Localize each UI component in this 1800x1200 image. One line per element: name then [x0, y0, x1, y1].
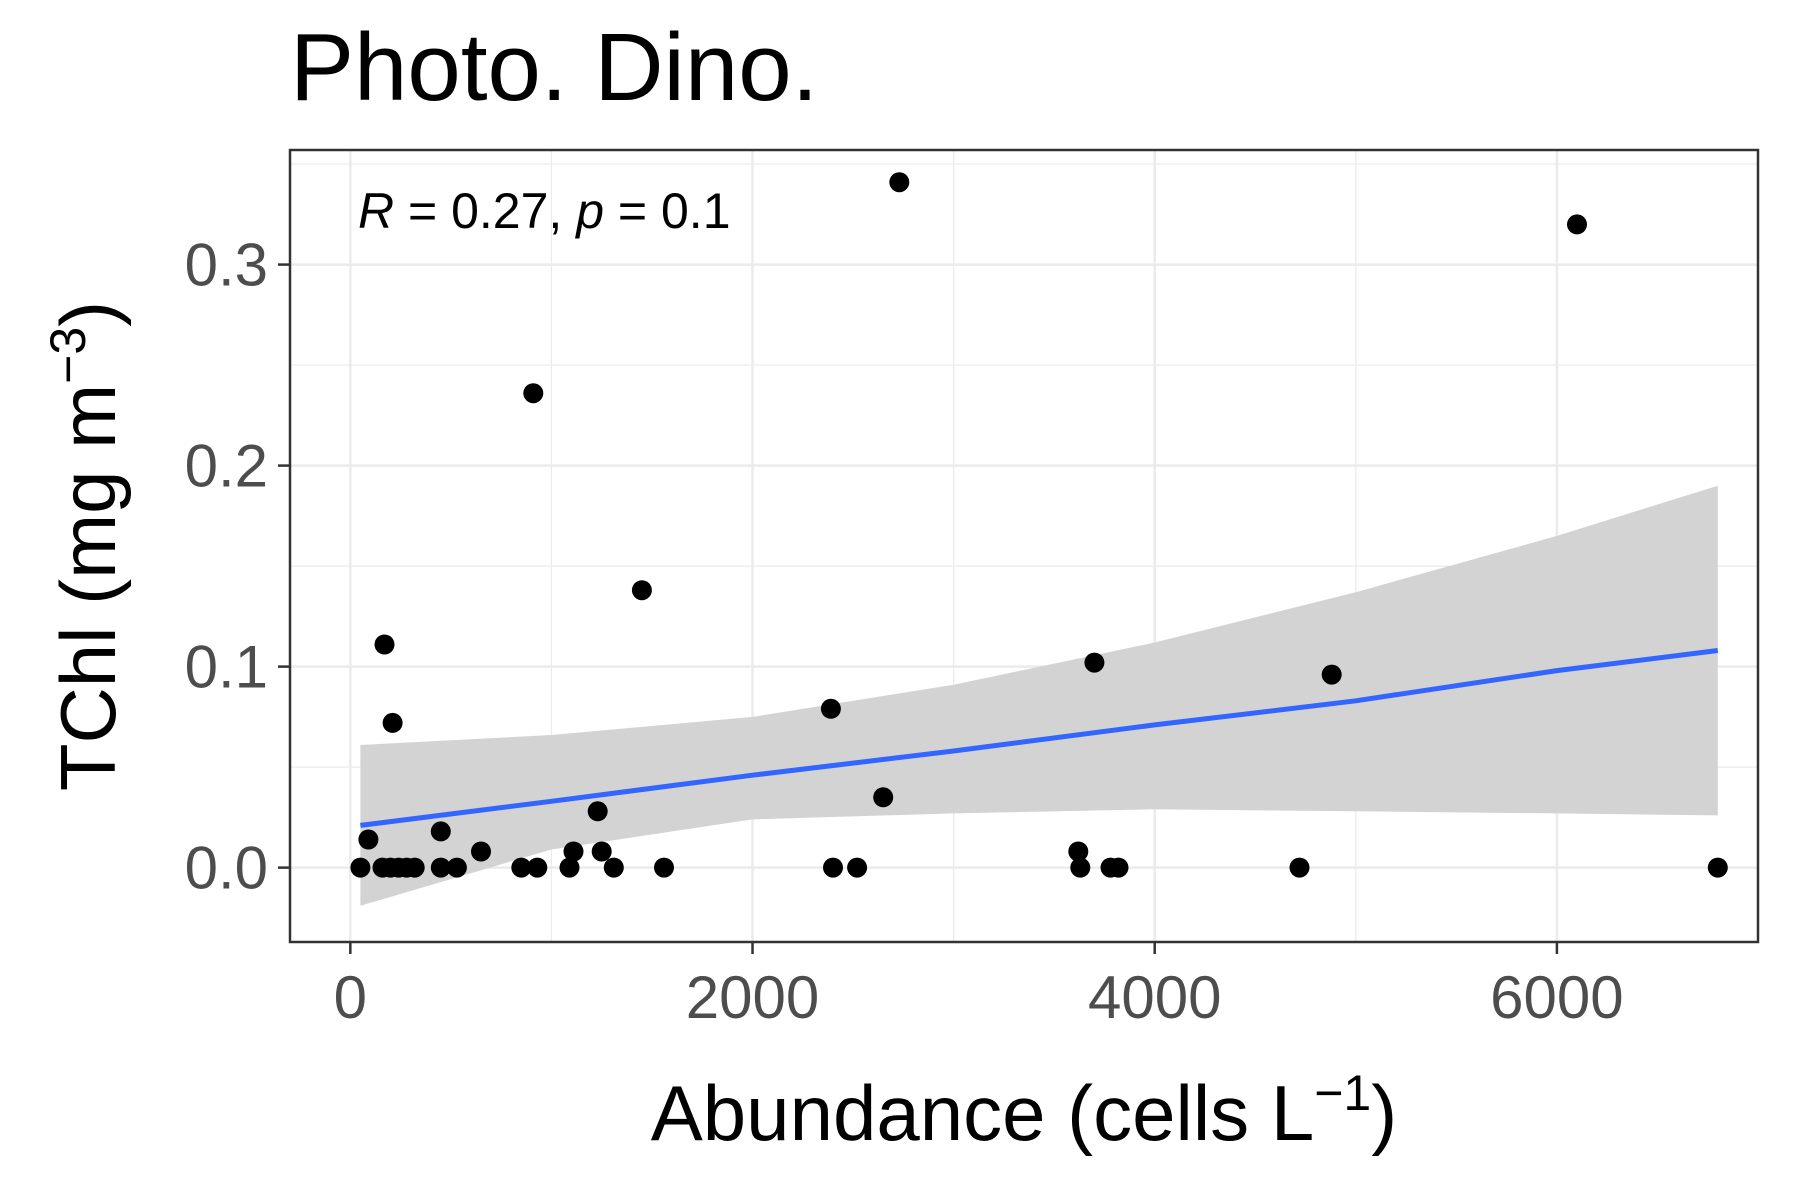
data-point	[654, 857, 674, 878]
y-axis-title-sup: −3	[40, 327, 96, 384]
data-point	[823, 857, 843, 878]
data-point	[847, 857, 868, 878]
data-point	[471, 841, 491, 862]
fit-line	[360, 648, 1719, 828]
data-point	[591, 841, 612, 862]
p-value-text: = 0.1	[604, 183, 731, 239]
data-point	[559, 857, 580, 878]
x-axis-title-sup: −1	[1314, 1065, 1371, 1121]
x-axis-title-main: Abundance (cells L	[651, 1069, 1314, 1157]
y-tick-label: 0.1	[185, 634, 268, 701]
data-point	[511, 857, 532, 878]
x-tick-label: 2000	[686, 964, 819, 1031]
data-point	[446, 857, 467, 878]
data-point	[350, 857, 371, 878]
y-tick-label: 0.2	[185, 433, 268, 500]
x-tick-label: 0	[334, 964, 367, 1031]
data-point	[404, 857, 425, 878]
data-point	[382, 712, 403, 733]
data-point	[631, 580, 652, 601]
data-point	[1068, 841, 1089, 862]
data-point	[820, 698, 841, 719]
x-tick-label: 6000	[1490, 964, 1623, 1031]
x-axis-ticks: 0 2000 4000 6000	[334, 942, 1624, 1031]
data-point	[1321, 664, 1342, 685]
confidence-band	[360, 485, 1718, 906]
x-axis-title-close: )	[1371, 1069, 1397, 1157]
data-point	[889, 172, 910, 193]
data-point	[430, 857, 451, 878]
data-point	[563, 841, 584, 862]
data-point	[1567, 214, 1587, 235]
data-point	[374, 634, 395, 655]
chart-title: Photo. Dino.	[290, 14, 818, 121]
data-point	[1707, 857, 1728, 878]
y-axis-title-close: )	[44, 301, 132, 327]
data-point	[1084, 652, 1105, 673]
data-point	[1108, 857, 1129, 878]
p-symbol: p	[574, 183, 604, 239]
x-axis-title: Abundance (cells L−1)	[651, 1065, 1397, 1157]
y-axis-title-main: TChl (mg m	[44, 384, 132, 791]
data-point	[1070, 857, 1091, 878]
r-symbol: R	[358, 183, 394, 239]
data-points	[350, 172, 1728, 878]
data-point	[527, 857, 548, 878]
y-tick-label: 0.0	[185, 835, 268, 902]
data-point	[358, 829, 379, 850]
y-axis-ticks: 0.0 0.1 0.2 0.3	[185, 232, 290, 902]
data-point	[603, 857, 624, 878]
y-axis-title: TChl (mg m−3)	[40, 301, 132, 791]
data-point	[523, 383, 544, 404]
y-tick-label: 0.3	[185, 232, 268, 299]
correlation-annotation: R = 0.27, p = 0.1	[358, 183, 731, 239]
x-tick-label: 4000	[1088, 964, 1221, 1031]
data-point	[873, 787, 894, 808]
panel-border	[288, 148, 1760, 944]
data-point	[1289, 857, 1310, 878]
data-point	[430, 821, 451, 842]
r-value-text: = 0.27,	[394, 183, 576, 239]
data-point	[587, 801, 608, 822]
